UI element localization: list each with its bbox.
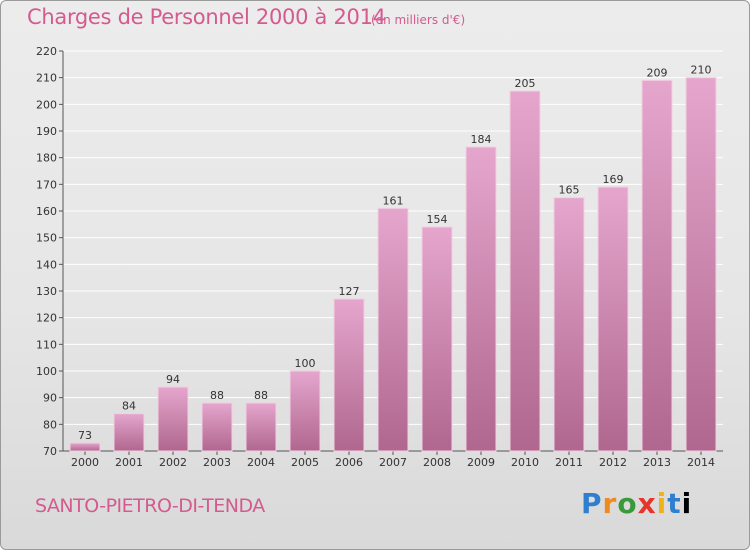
- y-tick-label: 150: [36, 232, 57, 245]
- bar: [113, 413, 145, 452]
- commune-name: SANTO-PIETRO-DI-TENDA: [35, 495, 265, 517]
- bar-value-label: 210: [691, 64, 712, 77]
- x-tick-label: 2007: [379, 456, 407, 469]
- bar-value-label: 84: [122, 400, 136, 413]
- y-tick-label: 220: [36, 45, 57, 58]
- y-tick-label: 80: [43, 418, 57, 431]
- bar-value-label: 88: [254, 389, 268, 402]
- y-tick-label: 140: [36, 258, 57, 271]
- bar: [465, 146, 497, 452]
- bar-value-label: 169: [603, 173, 624, 186]
- bar: [597, 186, 629, 452]
- logo-letter: i: [656, 487, 668, 520]
- x-tick-label: 2003: [203, 456, 231, 469]
- bar-value-label: 205: [515, 77, 536, 90]
- chart-subtitle: (en milliers d'€): [371, 13, 466, 27]
- x-tick-label: 2004: [247, 456, 275, 469]
- bar: [377, 207, 409, 452]
- bar: [421, 226, 453, 452]
- bar: [641, 79, 673, 452]
- bar-value-label: 154: [427, 213, 448, 226]
- bar: [69, 442, 101, 452]
- bar: [289, 370, 321, 452]
- y-tick-label: 110: [36, 338, 57, 351]
- x-tick-label: 2001: [115, 456, 143, 469]
- chart-title: Charges de Personnel 2000 à 2014: [27, 5, 386, 29]
- bar-value-label: 88: [210, 389, 224, 402]
- logo-letter: o: [617, 487, 638, 520]
- bar-value-label: 127: [339, 285, 360, 298]
- x-tick-label: 2011: [555, 456, 583, 469]
- x-tick-label: 2012: [599, 456, 627, 469]
- x-tick-label: 2000: [71, 456, 99, 469]
- bar-value-label: 209: [647, 66, 668, 79]
- logo-letter: r: [602, 487, 618, 520]
- bar: [157, 386, 189, 452]
- y-tick-label: 90: [43, 392, 57, 405]
- logo-letter: i: [681, 487, 693, 520]
- x-tick-label: 2010: [511, 456, 539, 469]
- y-tick-label: 170: [36, 178, 57, 191]
- y-tick-label: 100: [36, 365, 57, 378]
- y-tick-label: 200: [36, 98, 57, 111]
- bars: [69, 77, 717, 452]
- x-tick-label: 2009: [467, 456, 495, 469]
- x-tick-label: 2008: [423, 456, 451, 469]
- data-labels: 73 84 94 88 88 100 127 161 154 184 205 165 169 209 210: [78, 64, 712, 442]
- bar: [553, 197, 585, 452]
- bar-value-label: 165: [559, 184, 580, 197]
- x-tick-label: 2014: [687, 456, 715, 469]
- y-tick-label: 160: [36, 205, 57, 218]
- x-tick-label: 2006: [335, 456, 363, 469]
- y-tick-label: 130: [36, 285, 57, 298]
- bar: [685, 77, 717, 452]
- logo-letter: t: [667, 487, 682, 520]
- bar: [509, 90, 541, 452]
- bar-value-label: 100: [295, 357, 316, 370]
- proxiti-logo: Proxiti: [581, 487, 692, 520]
- bar-value-label: 94: [166, 373, 180, 386]
- y-tick-label: 120: [36, 312, 57, 325]
- y-tick-label: 210: [36, 72, 57, 85]
- y-tick-label: 180: [36, 152, 57, 165]
- bar-value-label: 184: [471, 133, 492, 146]
- y-tick-label: 190: [36, 125, 57, 138]
- bar-value-label: 161: [383, 194, 404, 207]
- logo-letter: P: [581, 487, 603, 520]
- bar: [245, 402, 277, 452]
- logo-letter: x: [637, 487, 657, 520]
- x-tick-label: 2002: [159, 456, 187, 469]
- bar: [201, 402, 233, 452]
- x-tick-label: 2005: [291, 456, 319, 469]
- bar: [333, 298, 365, 452]
- y-tick-label: 70: [43, 445, 57, 458]
- x-tick-label: 2013: [643, 456, 671, 469]
- bar-value-label: 73: [78, 429, 92, 442]
